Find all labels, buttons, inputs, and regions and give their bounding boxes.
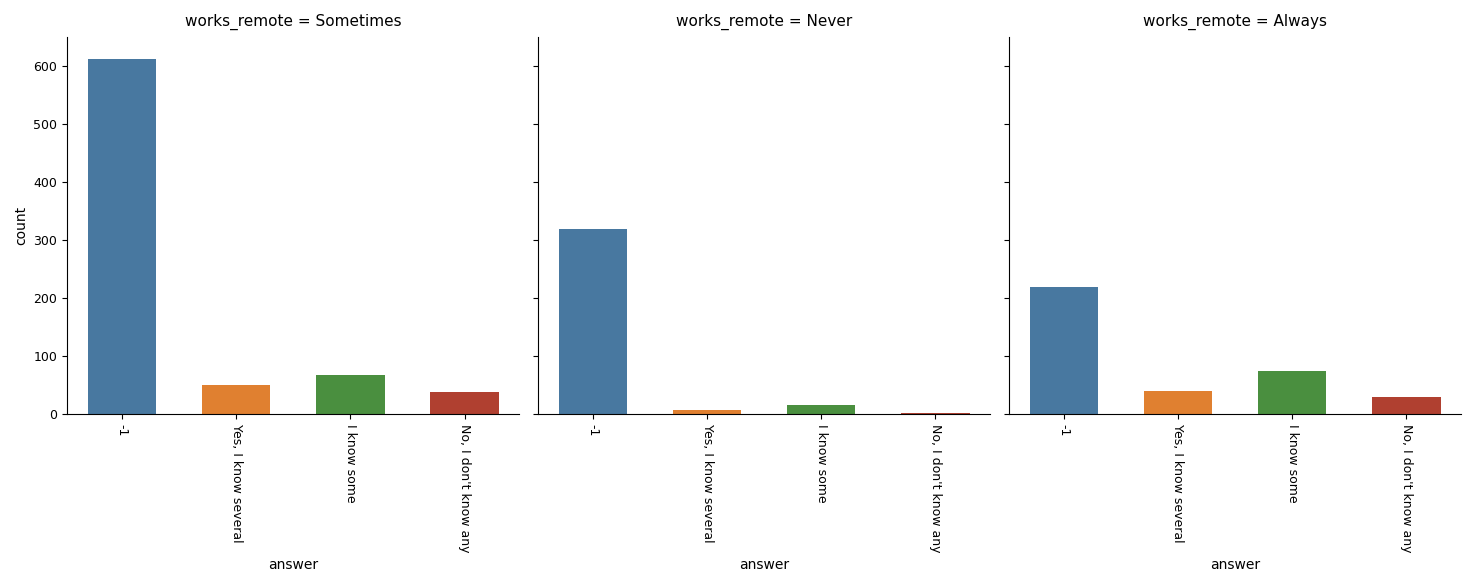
Bar (202, 386, 270, 414)
Bar (1372, 397, 1441, 414)
Title: works_remote = Always: works_remote = Always (1143, 14, 1328, 30)
Title: works_remote = Sometimes: works_remote = Sometimes (184, 14, 401, 30)
Bar (1143, 391, 1212, 414)
Bar (901, 413, 969, 414)
Bar (673, 410, 742, 414)
Y-axis label: count: count (13, 206, 28, 245)
Bar (316, 375, 385, 414)
X-axis label: answer: answer (1210, 558, 1260, 572)
X-axis label: answer: answer (739, 558, 789, 572)
Title: works_remote = Never: works_remote = Never (676, 14, 853, 30)
Bar (559, 229, 627, 414)
Bar (1258, 371, 1326, 414)
Bar (1030, 287, 1097, 414)
Bar (788, 405, 856, 414)
X-axis label: answer: answer (268, 558, 319, 572)
Bar (431, 392, 499, 414)
Bar (87, 59, 156, 414)
